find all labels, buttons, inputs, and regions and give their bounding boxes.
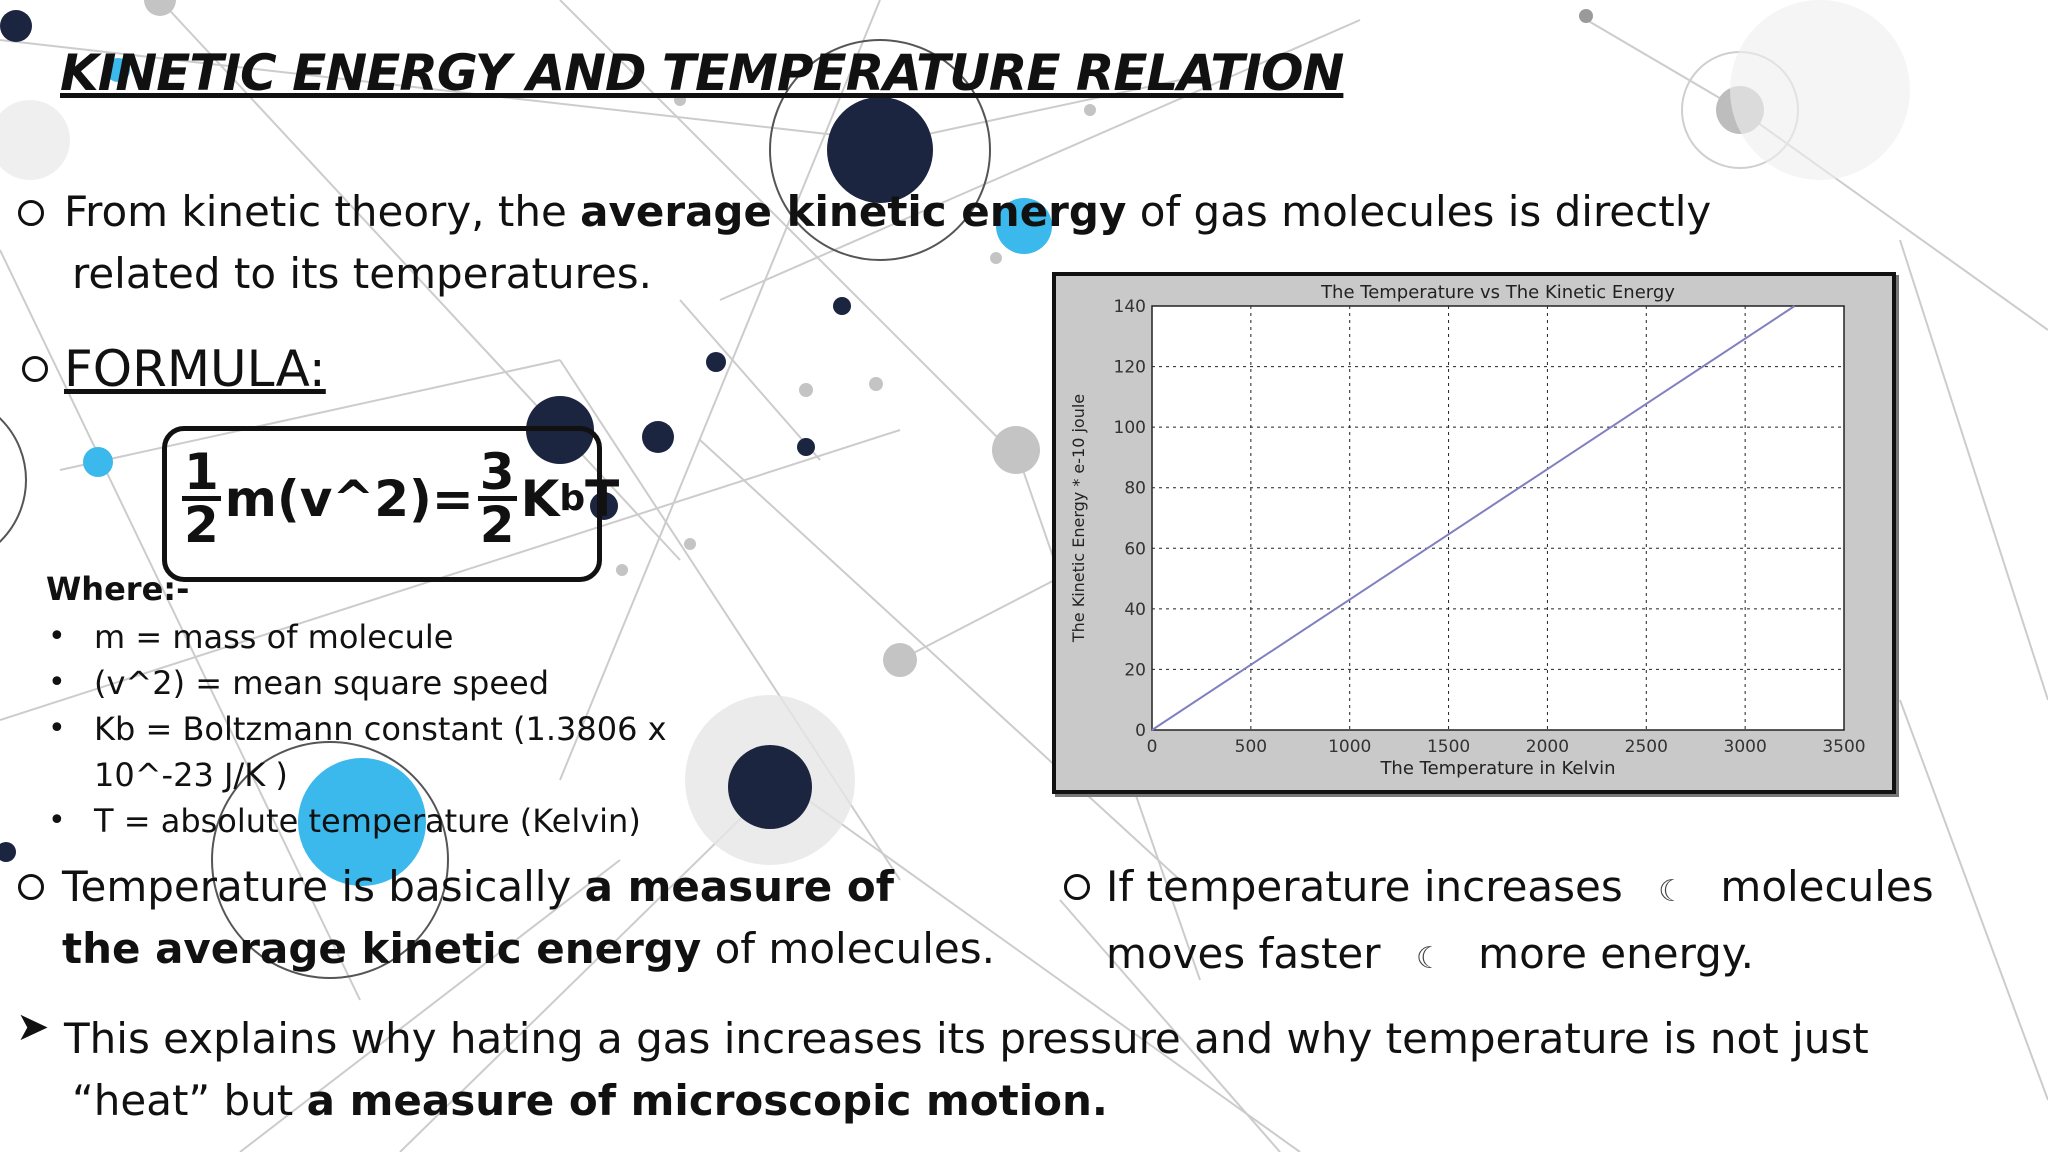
boltzmann-subscript: b — [559, 478, 586, 519]
temperature-text-start: Temperature is basically — [62, 862, 585, 911]
y-tick-label: 0 — [1135, 721, 1146, 741]
x-tick-label: 2000 — [1526, 737, 1569, 757]
explanation-paragraph: This explains why hating a gas increases… — [64, 1008, 1869, 1132]
fraction-one-half: 1 2 — [182, 443, 221, 554]
where-label: Where:- — [46, 570, 190, 608]
if-text-c: moves faster — [1106, 929, 1381, 978]
temperature-text-bold2: the average kinetic energy — [62, 924, 702, 973]
intro-text-start: From kinetic theory, the — [64, 187, 581, 236]
fraction-denominator: 2 — [184, 496, 219, 554]
explanation-line2-bold: a measure of microscopic motion. — [306, 1076, 1108, 1125]
temperature-paragraph: Temperature is basically a measure of th… — [62, 856, 995, 980]
if-text-a: If temperature increases — [1106, 862, 1623, 911]
variable-item: (v^2) = mean square speed — [46, 660, 667, 706]
y-tick-label: 60 — [1124, 539, 1146, 559]
fraction-three-halves: 3 2 — [477, 443, 517, 554]
y-tick-label: 100 — [1114, 418, 1146, 438]
variable-item: Kb = Boltzmann constant (1.3806 x — [46, 706, 667, 752]
variable-item: m = mass of molecule — [46, 614, 667, 660]
hollow-bullet-icon — [18, 874, 44, 900]
variables-list: m = mass of molecule (v^2) = mean square… — [46, 614, 667, 844]
boltzmann-symbol: K — [520, 469, 560, 528]
x-tick-label: 500 — [1235, 737, 1267, 757]
x-tick-label: 1500 — [1427, 737, 1470, 757]
intro-text-bold: average kinetic energy — [580, 187, 1127, 236]
formula-label: FORMULA: — [64, 340, 326, 398]
x-tick-label: 2500 — [1625, 737, 1668, 757]
y-tick-label: 120 — [1114, 358, 1146, 378]
y-tick-label: 20 — [1124, 660, 1146, 680]
fraction-numerator: 3 — [477, 443, 517, 501]
y-tick-label: 80 — [1124, 479, 1146, 499]
formula-box — [162, 426, 602, 582]
explanation-line1: This explains why hating a gas increases… — [64, 1014, 1869, 1063]
slide-title: KINETIC ENERGY AND TEMPERATURE RELATION — [60, 44, 1344, 102]
chart-svg: 0 500 1000 1500 2000 2500 3000 3500 0 20 40 60 80 100… — [1069, 282, 1866, 779]
arrow-bullet-icon: ➤ — [16, 1004, 50, 1050]
x-tick-label: 0 — [1147, 737, 1158, 757]
x-axis-label: The Temperature in Kelvin — [1379, 758, 1615, 779]
temperature-text-bold: a measure of — [584, 862, 895, 911]
x-tick-label: 3000 — [1724, 737, 1767, 757]
if-text-d: more energy. — [1478, 929, 1755, 978]
x-tick-label: 1000 — [1328, 737, 1371, 757]
formula-middle: m(v^2)= — [224, 469, 474, 528]
hollow-bullet-icon — [1064, 874, 1090, 900]
x-tick-label: 3500 — [1822, 737, 1865, 757]
temperature-symbol: T — [585, 469, 620, 528]
arrow-icon: ☾ — [1415, 941, 1443, 976]
y-tick-label: 140 — [1114, 297, 1146, 317]
hollow-bullet-icon — [18, 200, 44, 226]
plot-area — [1151, 305, 1845, 731]
if-text-b: molecules — [1720, 862, 1934, 911]
arrow-icon: ☾ — [1658, 874, 1686, 909]
fraction-numerator: 1 — [182, 443, 221, 501]
intro-paragraph: From kinetic theory, the average kinetic… — [64, 181, 1711, 305]
y-tick-label: 40 — [1124, 600, 1146, 620]
series-line — [1151, 305, 1796, 731]
chart-title: The Temperature vs The Kinetic Energy — [1320, 282, 1675, 303]
variable-item-continuation: 10^-23 J/K ) — [94, 756, 288, 794]
y-axis-label: The Kinetic Energy * e-10 joule — [1069, 394, 1088, 643]
intro-text-line2: related to its temperatures. — [72, 249, 653, 298]
temperature-vs-energy-chart: 0 500 1000 1500 2000 2500 3000 3500 0 20 40 60 80 100… — [1052, 272, 1896, 794]
temperature-text-end: of molecules. — [701, 924, 996, 973]
if-paragraph: If temperature increases ☾ molecules mov… — [1106, 856, 1934, 990]
intro-text-end: of gas molecules is directly — [1126, 187, 1712, 236]
variable-item: T = absolute temperature (Kelvin) — [46, 798, 667, 844]
explanation-line2-start: “heat” but — [72, 1076, 307, 1125]
fraction-denominator: 2 — [479, 496, 515, 554]
hollow-bullet-icon — [22, 356, 48, 382]
